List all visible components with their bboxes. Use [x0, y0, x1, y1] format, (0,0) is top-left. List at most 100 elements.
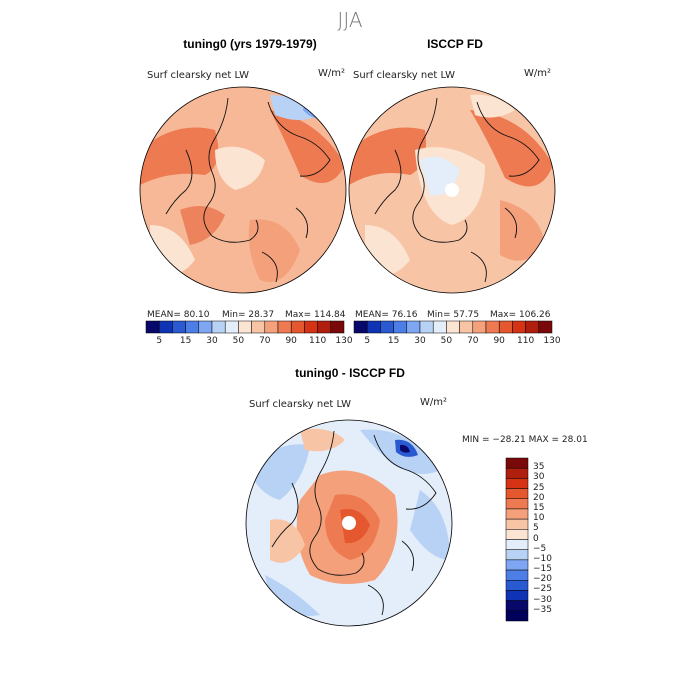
colorbar-tick-label: 130 [335, 336, 353, 346]
colorbar-swatch [512, 320, 526, 334]
colorbar-swatch [459, 320, 474, 334]
colorbar-tick-label: 15 [387, 336, 400, 346]
difference-title: tuning0 - ISCCP FD [295, 366, 405, 380]
colorbar-swatch [505, 478, 529, 489]
colorbar-swatch [505, 539, 529, 550]
colorbar-model [145, 320, 345, 334]
colorbar-tick-label: −20 [533, 574, 552, 585]
colorbar-swatch [238, 320, 252, 334]
stats-mean-obs: MEAN= 76.16 [355, 310, 418, 320]
colorbar-swatch [211, 320, 226, 334]
colorbar-swatch [505, 529, 529, 540]
colorbar-tick-label: 90 [285, 336, 297, 346]
colorbar-swatch [264, 320, 279, 334]
colorbar-swatch [198, 320, 213, 334]
polar-map-model [140, 87, 346, 293]
colorbar-swatch [505, 559, 529, 571]
panel-title-model: tuning0 (yrs 1979-1979) [183, 37, 317, 51]
colorbar-tick-label: 90 [493, 336, 505, 346]
colorbar-tick-label: 110 [517, 336, 535, 346]
colorbar-swatch [472, 320, 487, 334]
panel-variable-label-model: Surf clearsky net LW [147, 70, 250, 81]
colorbar-swatch [505, 549, 529, 561]
stats-max-obs: Max= 106.26 [490, 310, 551, 320]
colorbar-tick-label: 0 [533, 533, 539, 544]
colorbar-swatch [485, 320, 500, 334]
colorbar-swatch [505, 488, 529, 499]
colorbar-tick-label: 15 [533, 502, 545, 513]
colorbar-tick-label: 30 [206, 336, 218, 346]
colorbar-swatch [419, 320, 434, 334]
colorbar-swatch [505, 518, 529, 530]
colorbar-tick-label: 5 [156, 336, 163, 346]
colorbar-swatch [380, 320, 394, 334]
colorbar-swatch [446, 320, 460, 334]
colorbar-tick-label: 20 [533, 492, 545, 503]
colorbar-swatch [505, 590, 529, 601]
colorbar-swatch [505, 498, 529, 510]
stats-min-obs: Min= 57.75 [427, 310, 480, 320]
colorbar-swatch [145, 320, 160, 334]
colorbar-swatch [505, 580, 529, 591]
colorbar-swatch [393, 320, 408, 334]
panel-units-obs: W/m² [524, 68, 552, 79]
colorbar-tick-label: 70 [467, 336, 479, 346]
colorbar-swatch [432, 320, 447, 334]
difference-minmax: MIN = −28.21 MAX = 28.01 [462, 435, 588, 445]
stats-max-model: Max= 114.84 [285, 310, 346, 320]
panel-title-obs: ISCCP FD [427, 37, 483, 51]
polar-map-obs [349, 87, 555, 293]
colorbar-tick-label: 50 [440, 336, 453, 346]
colorbar-tick-label: 10 [533, 513, 545, 524]
colorbar-tick-label: −5 [533, 543, 547, 554]
colorbar-swatch [290, 320, 305, 334]
colorbar-swatch [505, 610, 529, 622]
colorbar-swatch [505, 467, 529, 479]
colorbar-difference [505, 457, 529, 622]
colorbar-swatch [505, 457, 529, 469]
colorbar-swatch [277, 320, 292, 334]
colorbar-swatch [498, 320, 513, 334]
colorbar-tick-label: −35 [533, 604, 552, 615]
colorbar-tick-label: 5 [364, 336, 371, 346]
colorbar-swatch [158, 320, 173, 334]
colorbar-swatch [330, 320, 345, 334]
panel-variable-label-obs: Surf clearsky net LW [353, 70, 456, 81]
difference-units: W/m² [420, 397, 448, 408]
colorbar-swatch [505, 600, 529, 612]
colorbar-tick-label: 130 [543, 336, 561, 346]
colorbar-tick-label: 110 [309, 336, 327, 346]
colorbar-swatch [224, 320, 239, 334]
colorbar-tick-label: −25 [533, 584, 552, 595]
colorbar-tick-label: 5 [533, 523, 539, 534]
colorbar-tick-label: 35 [533, 462, 545, 473]
difference-variable-label: Surf clearsky net LW [249, 399, 352, 410]
colorbar-swatch [505, 508, 529, 520]
season-title: JJA [337, 8, 363, 32]
panel-units-model: W/m² [318, 68, 346, 79]
colorbar-swatch [172, 320, 186, 334]
colorbar-obs [353, 320, 553, 334]
colorbar-tick-label: 30 [533, 472, 545, 483]
colorbar-tick-label: −15 [533, 564, 552, 575]
colorbar-swatch [353, 320, 368, 334]
colorbar-tick-label: 50 [232, 336, 245, 346]
colorbar-swatch [505, 569, 529, 581]
stats-mean-model: MEAN= 80.10 [147, 310, 210, 320]
colorbar-tick-label: 70 [259, 336, 271, 346]
colorbar-swatch [251, 320, 266, 334]
colorbar-tick-label: 30 [414, 336, 426, 346]
colorbar-tick-label: 15 [179, 336, 192, 346]
colorbar-swatch [185, 320, 200, 334]
colorbar-tick-label: 25 [533, 482, 545, 493]
colorbar-swatch [538, 320, 553, 334]
colorbar-tick-label: −10 [533, 553, 552, 564]
colorbar-tick-label: −30 [533, 594, 552, 605]
colorbar-swatch [317, 320, 332, 334]
colorbar-swatch [366, 320, 381, 334]
stats-min-model: Min= 28.37 [222, 310, 275, 320]
colorbar-swatch [525, 320, 540, 334]
polar-map-difference [246, 420, 452, 626]
colorbar-swatch [406, 320, 421, 334]
